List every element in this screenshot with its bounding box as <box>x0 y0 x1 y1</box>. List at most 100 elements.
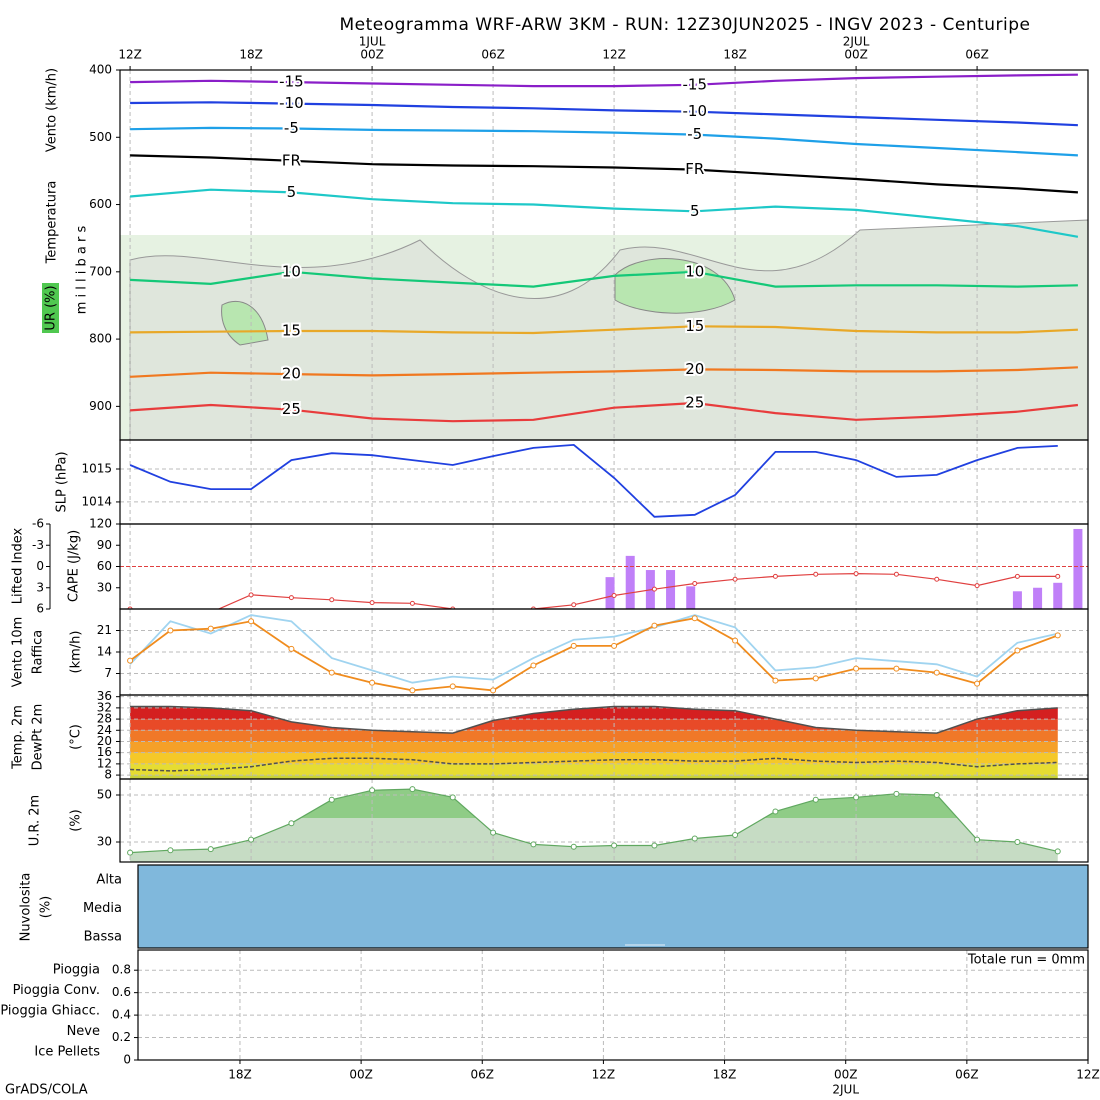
y-tick-label: 1015 <box>81 461 112 475</box>
y-tick-label: 700 <box>89 264 112 278</box>
isotherm-label: 5 <box>287 183 297 201</box>
marker <box>933 791 940 798</box>
marker <box>974 680 981 687</box>
annotation: Totale run = 0mm <box>967 953 1085 968</box>
panel-frame <box>119 439 1089 525</box>
marker <box>127 657 134 664</box>
isotherm-label: -5 <box>284 119 299 137</box>
marker <box>449 683 456 690</box>
panel <box>120 440 1088 524</box>
x-tick-label: 12Z <box>592 1068 616 1082</box>
marker <box>691 615 698 622</box>
y-tick-label: 500 <box>89 130 112 144</box>
isotherm-label: FR <box>685 160 704 178</box>
y-tick-label: 60 <box>97 559 112 573</box>
x-tick-label: 18Z <box>713 1068 737 1082</box>
marker <box>328 669 335 676</box>
y-tick-label: 0.4 <box>112 1008 131 1022</box>
isotherm-label: -10 <box>683 102 708 120</box>
x-tick-label: 12Z <box>118 48 142 62</box>
axis-label: m i l l i b a r s <box>75 226 90 315</box>
bar <box>1053 582 1063 609</box>
category-label: Bassa <box>84 930 122 945</box>
marker <box>813 571 819 577</box>
data-line <box>129 443 1058 518</box>
marker <box>853 571 859 577</box>
axis-label: Vento (km/h) <box>45 68 60 152</box>
y-tick-label: 400 <box>89 63 112 77</box>
bar <box>1033 587 1043 609</box>
marker <box>570 843 577 850</box>
data-line <box>129 617 1059 692</box>
category-label: Alta <box>96 873 122 888</box>
isotherm <box>130 188 1079 238</box>
panel-frame <box>119 778 1089 863</box>
marker <box>772 808 779 815</box>
marker <box>248 592 254 598</box>
marker <box>1014 573 1020 579</box>
marker <box>812 796 819 803</box>
isotherm <box>130 270 1078 288</box>
marker <box>651 622 658 629</box>
marker <box>530 662 537 669</box>
axis-label: CAPE (J/kg) <box>67 530 82 602</box>
isotherm-label: 5 <box>690 202 700 220</box>
panel <box>120 524 1088 615</box>
y-tick-label: 50 <box>97 787 112 801</box>
marker <box>974 836 981 843</box>
data-line <box>130 572 1058 609</box>
marker <box>168 611 172 615</box>
marker <box>490 687 497 694</box>
isotherm <box>130 126 1078 157</box>
marker <box>167 627 174 634</box>
isotherm-label: 10 <box>282 262 301 280</box>
marker <box>530 841 537 848</box>
y2-tick-label: 3 <box>36 580 44 594</box>
y-tick-label: 900 <box>89 399 112 413</box>
y2-tick-label: 0 <box>36 559 44 573</box>
humidity-shade <box>221 300 269 346</box>
bar <box>1012 591 1022 609</box>
x-tick-label: 12Z <box>602 48 626 62</box>
x-tick-label: 06Z <box>471 1068 495 1082</box>
marker <box>288 595 294 601</box>
data-line <box>130 757 1058 772</box>
cloud-background <box>138 865 1088 948</box>
marker <box>570 642 577 649</box>
isotherm-label: -10 <box>279 94 304 112</box>
data-line <box>129 614 1058 684</box>
legend-entry: Pioggia Conv. <box>13 983 100 998</box>
isotherm <box>130 154 1078 194</box>
x-tick-label: 06Z <box>955 1068 979 1082</box>
isotherm-label: 10 <box>685 262 704 280</box>
temp-band <box>130 775 1058 779</box>
axis-label: (km/h) <box>69 631 84 674</box>
temp-band <box>130 719 1058 731</box>
marker <box>732 637 739 644</box>
marker <box>853 665 860 672</box>
isotherm-label: 20 <box>282 365 301 383</box>
panel-frame <box>137 864 1089 949</box>
marker <box>934 576 940 582</box>
bar <box>686 586 696 609</box>
legend-entry: Pioggia Ghiacc. <box>0 1004 100 1019</box>
axis-label: (%) <box>69 809 84 832</box>
marker <box>409 786 416 793</box>
y-tick-label: 0.8 <box>112 963 131 977</box>
y-tick-label: 0.6 <box>112 985 131 999</box>
footer: GrADS/COLA <box>5 1083 88 1098</box>
temp-band <box>130 763 1058 776</box>
y-tick-label: 32 <box>97 700 112 714</box>
axis-label: (%) <box>39 896 54 919</box>
isotherm-label: -15 <box>279 73 304 91</box>
axis-label: Temperatura <box>45 181 60 265</box>
panel <box>138 950 1088 1060</box>
marker <box>933 669 940 676</box>
panel <box>120 695 1088 779</box>
legend-entry: Pioggia <box>53 963 100 978</box>
data-line <box>130 788 1058 854</box>
bar <box>625 555 635 609</box>
marker <box>1014 647 1021 654</box>
temp-band <box>130 707 1058 720</box>
marker <box>207 625 214 632</box>
